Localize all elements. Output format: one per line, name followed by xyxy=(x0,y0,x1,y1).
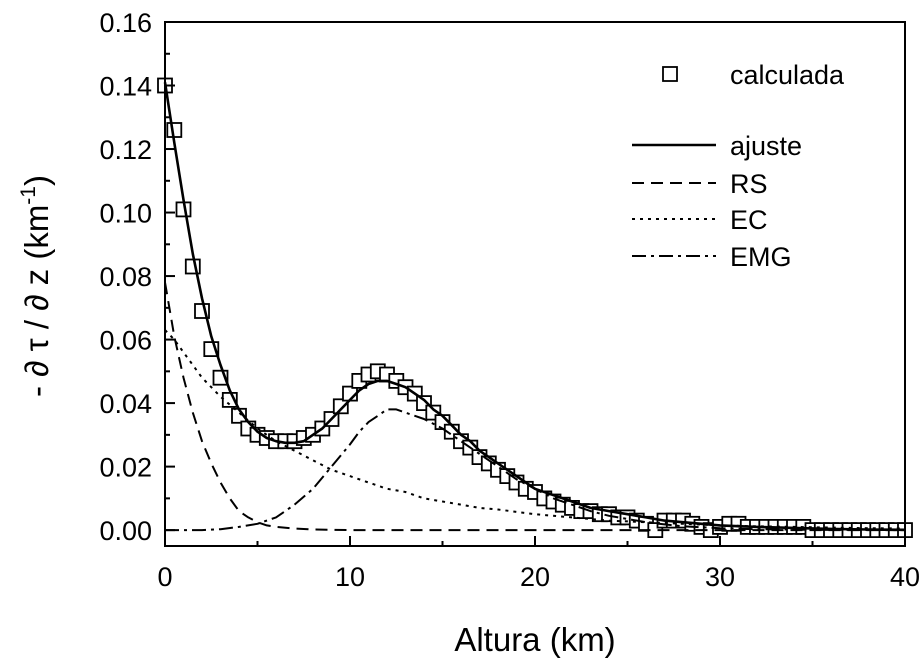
legend: calculada ajuste RS EC EMG xyxy=(632,60,845,272)
y-tick-label: 0.14 xyxy=(99,72,152,102)
y-tick-label: 0.16 xyxy=(99,8,152,38)
y-tick-label: 0.00 xyxy=(99,516,152,546)
legend-label: calculada xyxy=(730,60,845,90)
x-tick-label: 0 xyxy=(157,562,172,592)
y-axis-label-superscript: -1 xyxy=(17,186,40,205)
plot-frame xyxy=(164,21,906,547)
y-tick-label: 0.06 xyxy=(99,326,152,356)
y-axis-label: - ∂ τ / ∂ z (km-1) xyxy=(17,175,55,397)
series-emg xyxy=(165,408,906,532)
legend-label: EMG xyxy=(730,242,792,272)
legend-item-calculada: calculada xyxy=(662,60,845,90)
calculada-point xyxy=(332,398,349,415)
x-tick-label: 20 xyxy=(520,562,550,592)
x-tick-label: 10 xyxy=(335,562,365,592)
y-axis-label-suffix: ) xyxy=(18,175,55,186)
legend-swatch xyxy=(662,66,678,82)
tick-layer: 0 10 20 30 40 0.00 0.02 0.04 0.06 0.08 0.10 0.12 0.1… xyxy=(99,8,920,592)
x-tick-label: 30 xyxy=(705,562,735,592)
series-line-ajuste xyxy=(163,82,906,532)
legend-item-emg: EMG xyxy=(632,242,792,272)
legend-item-rs: RS xyxy=(632,169,768,199)
series-line-emg xyxy=(165,408,906,532)
x-axis-label: Altura (km) xyxy=(454,621,615,658)
y-tick-label: 0.04 xyxy=(99,389,152,419)
series-layer xyxy=(157,77,913,538)
series-line-ec xyxy=(164,329,906,530)
legend-item-ajuste: ajuste xyxy=(632,131,802,161)
y-tick-label: 0.02 xyxy=(99,453,152,483)
x-tick-label: 40 xyxy=(890,562,920,592)
series-line-rs xyxy=(164,282,905,532)
legend-label: ajuste xyxy=(730,131,802,161)
legend-label: EC xyxy=(730,205,768,235)
y-tick-label: 0.12 xyxy=(99,135,152,165)
y-axis-label-main: - ∂ τ / ∂ z (km xyxy=(18,205,55,397)
y-tick-label: 0.10 xyxy=(99,199,152,229)
series-ec xyxy=(164,329,906,530)
legend-item-ec: EC xyxy=(632,205,768,235)
y-tick-label: 0.08 xyxy=(99,262,152,292)
series-rs xyxy=(164,282,905,532)
legend-label: RS xyxy=(730,169,768,199)
series-ajuste xyxy=(163,82,906,532)
